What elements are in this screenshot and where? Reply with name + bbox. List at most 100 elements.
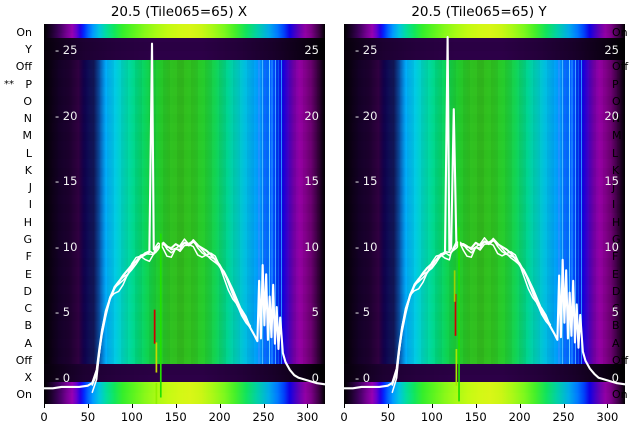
x-tick-150 <box>475 404 477 408</box>
y-tick-label-5: - 5 <box>55 305 71 320</box>
y-tick-label-10: - 10 <box>355 239 378 254</box>
x-tick-label-100: 100 <box>420 410 443 424</box>
outer-tick-label-k-8: K <box>24 163 32 177</box>
y-tick-label-15: - 15 <box>55 174 78 189</box>
heatmap-top-dark-strip-x <box>44 38 325 60</box>
white-profile-x-trace-2 <box>91 238 252 394</box>
y-tick-label-20: 20 <box>304 108 319 123</box>
outer-tick-label-i-10: I <box>28 198 32 212</box>
heatmap-bottom-dark-strip-x <box>44 364 325 382</box>
y-tick-label-10: 10 <box>604 239 619 254</box>
y-tick-label-10: - 10 <box>55 239 78 254</box>
x-tick-0 <box>344 404 345 408</box>
outer-tick-label-i-10: I <box>612 198 616 212</box>
outer-tick-label-a-18: A <box>612 336 620 350</box>
y-tick-label-0: - 0 <box>55 370 71 385</box>
x-tick-label-250: 250 <box>552 410 575 424</box>
white-profile-x-trace-1 <box>91 240 252 386</box>
x-tick-50 <box>387 404 389 408</box>
y-tick-label-10: 10 <box>304 239 319 254</box>
x-tick-label-50: 50 <box>80 410 96 424</box>
x-tick-label-0: 0 <box>40 410 48 424</box>
outer-tick-label-a-18: A <box>24 336 32 350</box>
outer-tick-label-g-12: G <box>612 232 621 246</box>
x-tick-label-100: 100 <box>120 410 143 424</box>
y-tick-label-0: - 0 <box>355 370 371 385</box>
y-tick-label-20: - 20 <box>55 108 78 123</box>
x-tick-label-150: 150 <box>164 410 187 424</box>
outer-tick-label-on-21: On <box>16 388 32 402</box>
white-profile-x <box>44 42 325 390</box>
white-profile-y-trace-2 <box>391 237 552 394</box>
y-tick-label-15: 15 <box>604 174 619 189</box>
x-tick-label-150: 150 <box>464 410 487 424</box>
overlay-x <box>44 42 325 404</box>
y-tick-label-5: 5 <box>611 305 619 320</box>
y-tick-label-20: - 20 <box>355 108 378 123</box>
outer-tick-label-c-16: C <box>612 302 620 315</box>
white-profile-y-trace-0 <box>391 237 552 383</box>
heatmap-top-band-x <box>44 24 325 38</box>
y-tick-label-20: 20 <box>604 108 619 123</box>
outer-tick-label-on-0: On <box>16 25 32 39</box>
y-tick-label-15: - 15 <box>355 174 378 189</box>
outer-tick-label-l-7: L <box>25 146 32 160</box>
x-tick-label-250: 250 <box>252 410 275 424</box>
heatmap-panel-x[interactable] <box>44 24 325 404</box>
x-tick-200 <box>519 404 521 408</box>
x-tick-label-300: 300 <box>296 410 319 424</box>
y-tick-label-15: 15 <box>304 174 319 189</box>
outer-tick-label-g-12: G <box>23 232 32 246</box>
outer-tick-label-n-5: N <box>612 112 621 125</box>
outer-tick-label-h-11: H <box>612 215 621 229</box>
y-tick-label-25: 25 <box>604 43 619 58</box>
x-tick-50 <box>87 404 89 408</box>
outer-tick-label-e-14: E <box>612 267 619 281</box>
white-profile-x-trace-0 <box>91 239 252 383</box>
x-tick-0 <box>44 404 45 408</box>
heatmap-low-signal-region-y <box>344 24 406 404</box>
white-profile-y-trace-1 <box>391 238 552 386</box>
outer-tick-label-b-17: B <box>612 319 620 333</box>
outer-axis-star-marker: ** <box>4 78 14 90</box>
outer-tick-label-m-6: M <box>612 129 622 143</box>
x-tick-300 <box>307 404 309 408</box>
x-tick-150 <box>175 404 177 408</box>
x-tick-100 <box>431 404 433 408</box>
heatmap-bottom-band-y <box>344 382 625 404</box>
outer-tick-label-x-20: X <box>612 371 620 385</box>
outer-axis-right: On Y Off P O N M L K J I H G F E D C B A Off X On <box>606 24 640 404</box>
x-tick-label-50: 50 <box>380 410 396 424</box>
y-tick-label-0: 0 <box>611 370 619 385</box>
heatmap-bottom-band-x <box>44 382 325 404</box>
outer-tick-label-d-15: D <box>612 284 621 298</box>
panel-title-x: 20.5 (Tile065=65) X <box>110 4 248 20</box>
x-tick-200 <box>219 404 221 408</box>
y-tick-label-5: - 5 <box>355 305 371 320</box>
outer-tick-label-off-19: Off <box>15 353 32 367</box>
x-tick-250 <box>563 404 565 408</box>
outer-tick-label-h-11: H <box>23 215 32 229</box>
x-tick-250 <box>263 404 265 408</box>
y-tick-label-0: 0 <box>311 370 319 385</box>
outer-tick-label-f-13: F <box>612 250 619 264</box>
outer-tick-label-p-3: P <box>612 77 619 91</box>
y-tick-label-5: 5 <box>311 305 319 320</box>
outer-tick-label-e-14: E <box>25 267 32 281</box>
heatmap-panel-y[interactable] <box>344 24 625 404</box>
x-tick-label-300: 300 <box>596 410 619 424</box>
outer-tick-label-on-21: On <box>612 388 628 402</box>
y-tick-label-25: 25 <box>304 43 319 58</box>
x-tick-label-200: 200 <box>208 410 231 424</box>
heatmap-top-band-y <box>344 24 625 38</box>
outer-tick-label-y-1: Y <box>612 42 619 56</box>
outer-tick-label-x-20: X <box>24 371 32 385</box>
heatmap-bottom-dark-strip-y <box>344 364 625 382</box>
outer-tick-label-c-16: C <box>24 302 32 315</box>
outer-tick-label-o-4: O <box>23 94 32 108</box>
x-tick-label-200: 200 <box>508 410 531 424</box>
outer-axis-left: On Y Off P ** O N M L K J I H G F E D C B A Off X On <box>4 24 38 404</box>
outer-tick-label-on-0: On <box>612 25 628 39</box>
x-tick-300 <box>607 404 609 408</box>
heatmap-top-dark-strip-y <box>344 38 625 60</box>
